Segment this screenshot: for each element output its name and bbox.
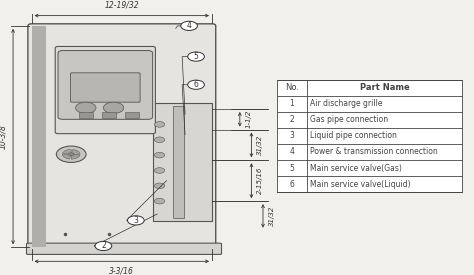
FancyBboxPatch shape bbox=[55, 46, 155, 134]
Text: 1: 1 bbox=[290, 99, 294, 108]
FancyBboxPatch shape bbox=[27, 243, 221, 254]
Text: Liquid pipe connection: Liquid pipe connection bbox=[310, 131, 397, 141]
Circle shape bbox=[128, 216, 144, 225]
Circle shape bbox=[181, 21, 198, 31]
Circle shape bbox=[56, 146, 86, 163]
Text: 2: 2 bbox=[101, 241, 106, 251]
Text: 3-3/16: 3-3/16 bbox=[109, 266, 134, 275]
Text: Air discharge grille: Air discharge grille bbox=[310, 99, 383, 108]
Bar bbox=[277, 79, 463, 192]
Text: 6: 6 bbox=[290, 180, 294, 189]
Bar bbox=[153, 103, 212, 221]
Text: 1-1/2: 1-1/2 bbox=[246, 110, 251, 128]
Text: 5: 5 bbox=[290, 164, 294, 173]
Circle shape bbox=[75, 102, 96, 114]
Bar bbox=[79, 112, 93, 118]
Wedge shape bbox=[63, 149, 71, 154]
Circle shape bbox=[155, 137, 164, 142]
Text: 2: 2 bbox=[290, 115, 294, 124]
Text: 6: 6 bbox=[193, 80, 199, 89]
Text: 31/32: 31/32 bbox=[269, 206, 275, 226]
Wedge shape bbox=[71, 149, 80, 154]
Circle shape bbox=[155, 152, 164, 158]
Text: Main service valve(Gas): Main service valve(Gas) bbox=[310, 164, 402, 173]
Text: 10-3/8: 10-3/8 bbox=[0, 124, 8, 149]
Text: 4: 4 bbox=[187, 21, 191, 30]
Text: 2-15/16: 2-15/16 bbox=[257, 167, 264, 194]
Circle shape bbox=[155, 183, 164, 189]
Text: 3: 3 bbox=[290, 131, 294, 141]
Circle shape bbox=[188, 80, 204, 89]
Circle shape bbox=[155, 198, 164, 204]
Text: Gas pipe connection: Gas pipe connection bbox=[310, 115, 388, 124]
FancyBboxPatch shape bbox=[58, 51, 153, 119]
FancyBboxPatch shape bbox=[71, 73, 140, 102]
Text: Part Name: Part Name bbox=[360, 83, 410, 92]
Bar bbox=[102, 112, 116, 118]
Text: Power & transmission connection: Power & transmission connection bbox=[310, 147, 438, 156]
Text: Main service valve(Liquid): Main service valve(Liquid) bbox=[310, 180, 410, 189]
Circle shape bbox=[103, 102, 124, 114]
Text: 4: 4 bbox=[290, 147, 294, 156]
Text: 3: 3 bbox=[133, 216, 138, 225]
Wedge shape bbox=[71, 154, 80, 159]
Bar bbox=[277, 79, 463, 192]
Circle shape bbox=[69, 153, 74, 156]
Circle shape bbox=[95, 241, 112, 251]
Circle shape bbox=[188, 52, 204, 61]
Text: 12-19/32: 12-19/32 bbox=[104, 0, 139, 9]
Circle shape bbox=[155, 122, 164, 127]
Bar bbox=[173, 106, 183, 218]
Text: 31/32: 31/32 bbox=[257, 135, 264, 155]
Circle shape bbox=[155, 168, 164, 173]
Text: 5: 5 bbox=[193, 52, 199, 61]
Bar bbox=[125, 112, 139, 118]
Text: No.: No. bbox=[285, 83, 299, 92]
Wedge shape bbox=[62, 154, 71, 159]
Bar bbox=[32, 26, 46, 247]
FancyBboxPatch shape bbox=[28, 24, 216, 249]
